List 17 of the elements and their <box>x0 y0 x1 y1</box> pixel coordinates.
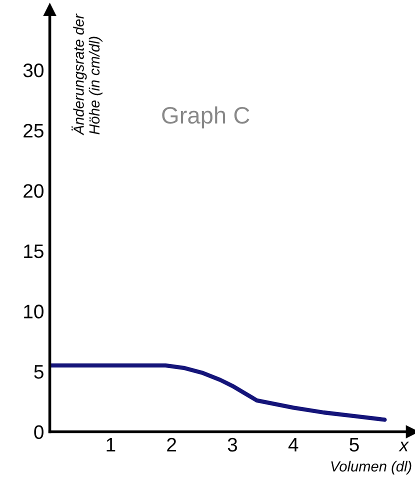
x-tick-label: 1 <box>106 438 116 452</box>
text: Graph C <box>162 106 250 128</box>
y-tick-label: 10 <box>24 304 44 318</box>
line-series <box>50 363 387 422</box>
x-tick-label: 3 <box>228 438 238 452</box>
y-tick-label: 0 <box>34 425 44 440</box>
y-tick-label: 30 <box>23 64 44 78</box>
y-axis-title: Änderungsrate der Höhe (in cm/dl) <box>72 14 102 136</box>
y-tick-label: 5 <box>34 365 44 379</box>
y-tick-label: 20 <box>24 184 44 198</box>
x-tick-label: 4 <box>288 438 298 452</box>
y-tick-label: 15 <box>24 244 44 258</box>
y-tick-label: 25 <box>24 124 44 138</box>
x-axis-title: Volumen (dl) <box>331 460 412 474</box>
x-tick-label: 2 <box>167 438 176 452</box>
x-tick-label: 5 <box>350 438 359 452</box>
text: x <box>398 442 409 452</box>
